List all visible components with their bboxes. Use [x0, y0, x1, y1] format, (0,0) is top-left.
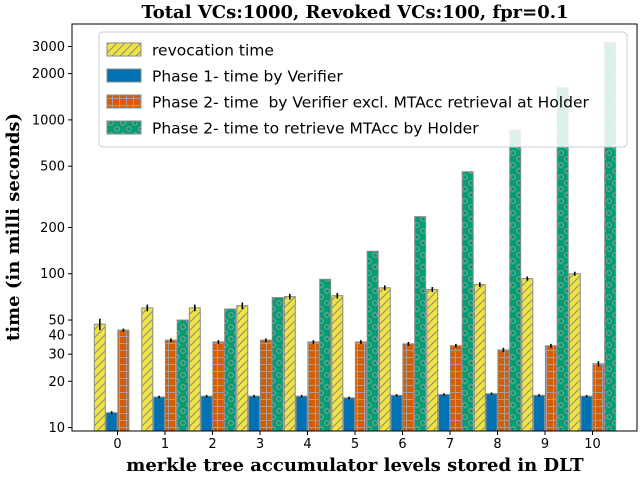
legend-label-series-2: Phase 1- time by Verifier	[152, 68, 343, 86]
bar-series-1-level-7	[426, 288, 439, 432]
bar-series-4-level-2	[224, 308, 237, 432]
x-tick-label: 10	[584, 437, 601, 452]
bar-series-3-level-5	[354, 341, 367, 432]
bar-series-3-level-1	[164, 339, 177, 432]
x-tick-label: 8	[493, 437, 501, 452]
bar-series-3-level-0	[117, 329, 130, 432]
bar-series-3-level-8	[497, 349, 510, 432]
x-tick-label: 5	[351, 437, 359, 452]
bar-series-2-level-9	[533, 394, 546, 432]
legend-label-series-3: Phase 2- time by Verifier excl. MTAcc re…	[152, 94, 589, 112]
bar-series-3-level-3	[259, 339, 272, 432]
x-axis-label: merkle tree accumulator levels stored in…	[126, 455, 584, 476]
y-axis-label: time (in milli seconds)	[3, 113, 24, 341]
x-tick-label: 2	[208, 437, 216, 452]
bar-series-1-level-6	[378, 287, 391, 432]
error-bars-layer	[99, 271, 600, 415]
bar-series-4-level-4	[319, 278, 332, 432]
y-tick-label: 2000	[32, 67, 65, 82]
x-tick-label: 0	[113, 437, 121, 452]
bar-series-2-level-6	[390, 394, 403, 432]
x-axis: 0 1 2 3 4 5 6 7 8 9 10	[113, 431, 601, 452]
legend-label-series-1: revocation time	[152, 42, 274, 60]
y-tick-label: 100	[40, 267, 65, 282]
bar-series-4-level-1	[176, 319, 189, 432]
bar-series-1-level-2	[188, 307, 201, 432]
bar-series-1-level-1	[141, 307, 154, 432]
bar-series-3-level-4	[307, 341, 320, 432]
legend-swatch-series-2	[106, 68, 142, 83]
bar-series-4-level-3	[271, 297, 284, 432]
bar-series-1-level-3	[236, 305, 249, 432]
y-tick-label: 20	[48, 375, 65, 390]
y-tick-label: 500	[40, 160, 65, 175]
bar-series-3-level-9	[544, 345, 557, 432]
y-tick-label: 50	[48, 314, 65, 329]
x-tick-label: 4	[303, 437, 311, 452]
bar-series-1-level-9	[521, 278, 534, 432]
bar-series-2-level-7	[438, 394, 451, 432]
bar-series-2-level-4	[295, 395, 308, 432]
bar-series-2-level-3	[248, 395, 261, 432]
x-tick-label: 7	[446, 437, 454, 452]
y-tick-label: 1000	[32, 113, 65, 128]
bar-series-4-level-7	[461, 171, 474, 432]
x-tick-label: 3	[256, 437, 264, 452]
y-tick-label: 40	[48, 328, 65, 343]
y-tick-label: 10	[48, 421, 65, 436]
bar-series-4-level-8	[509, 129, 522, 432]
y-tick-label: 200	[40, 221, 65, 236]
legend-swatch-series-1	[106, 42, 142, 57]
bar-series-3-level-7	[449, 345, 462, 432]
bar-series-2-level-5	[343, 397, 356, 432]
x-tick-label: 9	[541, 437, 549, 452]
bar-series-3-level-2	[212, 341, 225, 432]
chart-title: Total VCs:1000, Revoked VCs:100, fpr=0.1	[141, 2, 568, 23]
legend-label-series-4: Phase 2- time to retrieve MTAcc by Holde…	[152, 120, 479, 138]
bar-series-2-level-8	[485, 393, 498, 432]
bar-series-1-level-5	[331, 295, 344, 432]
bar-series-2-level-1	[153, 396, 166, 432]
y-tick-label: 3000	[32, 40, 65, 55]
x-tick-label: 1	[161, 437, 169, 452]
x-tick-label: 6	[398, 437, 406, 452]
legend-box	[98, 31, 628, 148]
bar-series-1-level-10	[568, 273, 581, 432]
legend-swatch-series-3	[106, 94, 142, 109]
legend-swatch-series-4	[106, 120, 142, 135]
bar-series-2-level-10	[580, 395, 593, 432]
bar-series-4-level-6	[414, 216, 427, 432]
bar-series-4-level-5	[366, 250, 379, 432]
bar-series-3-level-10	[592, 363, 605, 432]
bar-series-3-level-6	[402, 343, 415, 432]
y-tick-label: 30	[48, 348, 65, 363]
bar-series-1-level-8	[473, 284, 486, 432]
bar-series-1-level-0	[93, 323, 106, 432]
legend: revocation time Phase 1- time by Verifier…	[98, 31, 628, 148]
bar-series-2-level-0	[105, 412, 118, 432]
bar-series-2-level-2	[200, 395, 213, 432]
bar-series-1-level-4	[283, 296, 296, 432]
